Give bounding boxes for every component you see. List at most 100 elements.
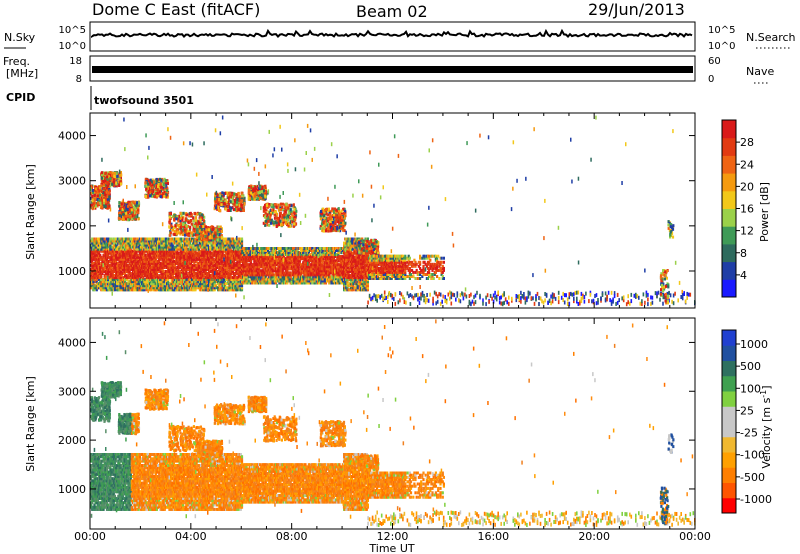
range-gate-cell — [108, 239, 111, 243]
range-gate-cell — [169, 259, 172, 263]
range-gate-cell — [93, 237, 96, 241]
range-gate-cell — [177, 288, 180, 292]
range-gate-cell — [112, 247, 115, 251]
range-gate-cell — [104, 247, 107, 251]
range-gate-cell — [144, 255, 147, 259]
range-gate-cell — [200, 272, 203, 275]
range-gate-cell — [129, 272, 132, 275]
range-gate-cell — [125, 268, 128, 271]
range-gate-cell — [200, 278, 203, 282]
range-gate-cell — [130, 280, 133, 284]
range-gate-cell — [122, 241, 126, 245]
range-gate-cell — [113, 251, 116, 255]
range-gate-cell — [103, 274, 106, 278]
range-gate-cell — [206, 259, 209, 263]
range-gate-cell — [156, 253, 160, 257]
range-gate-cell — [107, 263, 110, 267]
range-gate-cell — [184, 270, 187, 273]
range-gate-cell — [150, 255, 153, 259]
range-gate-cell — [150, 270, 153, 273]
range-gate-cell — [125, 282, 128, 286]
range-gate-cell — [141, 288, 144, 292]
range-gate-cell — [144, 272, 147, 275]
range-gate-cell — [110, 245, 113, 249]
range-gate-cell — [177, 245, 180, 249]
range-gate-cell — [134, 251, 137, 255]
range-gate-cell — [171, 257, 174, 261]
range-gate-cell — [160, 261, 163, 265]
range-gate-cell — [91, 249, 94, 253]
range-gate-cell — [134, 249, 137, 253]
range-gate-cell — [171, 255, 174, 259]
range-gate-cell — [93, 270, 96, 273]
range-gate-cell — [200, 251, 203, 255]
range-gate-cell — [184, 268, 187, 271]
range-gate-cell — [163, 286, 166, 290]
range-gate-cell — [142, 247, 145, 251]
range-gate-cell — [185, 272, 188, 275]
range-gate-cell — [183, 257, 186, 261]
range-gate-cell — [100, 276, 103, 280]
range-gate-cell — [193, 274, 196, 278]
range-gate-cell — [113, 274, 116, 278]
range-gate-cell — [94, 284, 97, 288]
range-gate-cell — [117, 280, 120, 284]
range-gate-cell — [176, 270, 179, 273]
range-gate-cell — [93, 288, 96, 292]
station-title: Dome C East (fitACF) — [92, 0, 260, 19]
range-gate-cell — [200, 276, 203, 280]
range-gate-cell — [159, 249, 162, 253]
range-gate-cell — [125, 257, 128, 261]
range-gate-cell — [185, 276, 188, 280]
range-gate-cell — [186, 274, 189, 278]
range-gate-cell — [159, 239, 162, 243]
range-gate-cell — [130, 257, 133, 261]
range-gate-cell — [142, 284, 145, 288]
range-gate-cell — [120, 241, 123, 245]
range-gate-cell — [151, 257, 154, 261]
range-gate-cell — [91, 253, 94, 257]
range-gate-cell — [138, 249, 141, 253]
range-gate-cell — [104, 245, 107, 249]
range-gate-cell — [116, 249, 119, 253]
range-gate-cell — [193, 245, 196, 249]
range-gate-cell — [146, 257, 149, 261]
range-gate-cell — [132, 257, 135, 261]
range-gate-cell — [129, 274, 132, 278]
range-gate-cell — [125, 247, 128, 251]
range-gate-cell — [167, 274, 170, 278]
range-gate-cell — [188, 280, 191, 284]
range-gate-cell — [100, 257, 103, 261]
range-gate-cell — [183, 268, 186, 271]
range-gate-cell — [183, 278, 186, 282]
range-gate-cell — [101, 288, 104, 292]
range-gate-cell — [177, 270, 180, 273]
range-gate-cell — [167, 247, 170, 251]
range-gate-cell — [120, 249, 123, 253]
range-gate-cell — [206, 276, 209, 280]
range-gate-cell — [134, 276, 137, 280]
range-gate-cell — [110, 274, 113, 278]
range-gate-cell — [193, 276, 196, 280]
range-gate-cell — [95, 261, 98, 265]
range-gate-cell — [113, 268, 116, 271]
range-gate-cell — [186, 286, 189, 290]
range-gate-cell — [205, 253, 208, 257]
range-gate-cell — [184, 282, 187, 286]
range-gate-cell — [91, 286, 94, 290]
range-gate-cell — [125, 255, 128, 259]
range-gate-cell — [120, 274, 123, 278]
range-gate-cell — [189, 249, 192, 253]
range-gate-cell — [205, 266, 208, 269]
range-gate-cell — [162, 270, 165, 273]
range-gate-cell — [173, 249, 177, 253]
range-gate-cell — [137, 255, 140, 259]
range-gate-cell — [206, 253, 209, 257]
range-gate-cell — [104, 270, 107, 273]
range-gate-cell — [164, 280, 168, 284]
range-gate-cell — [375, 254, 379, 258]
range-gate-cell — [167, 257, 170, 261]
range-gate-cell — [150, 268, 153, 271]
range-gate-cell — [170, 243, 173, 247]
range-gate-cell — [173, 278, 177, 282]
